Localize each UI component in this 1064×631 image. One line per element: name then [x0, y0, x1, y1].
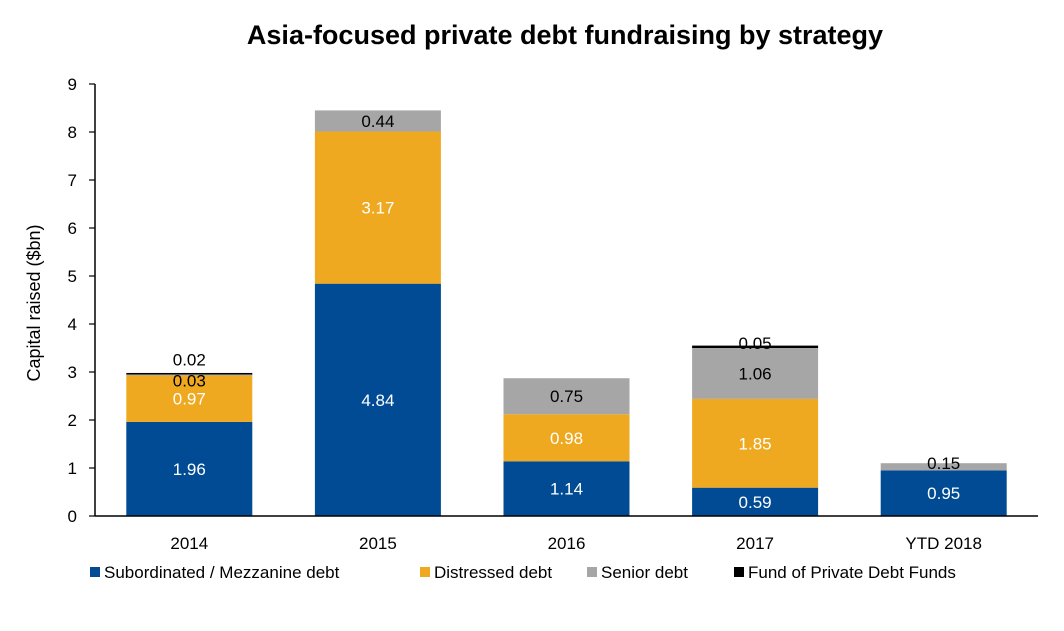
bar-segment [692, 348, 819, 399]
legend-label: Fund of Private Debt Funds [748, 563, 956, 582]
y-tick-label: 3 [68, 363, 77, 382]
data-label: 0.15 [927, 454, 960, 473]
y-axis-label: Capital raised ($bn) [24, 224, 44, 381]
legend: Subordinated / Mezzanine debt Distressed … [90, 563, 956, 582]
x-tick-label: 2014 [170, 534, 208, 553]
bar-segment [503, 378, 630, 415]
data-label: 0.02 [173, 350, 206, 369]
legend-label: Distressed debt [434, 563, 552, 582]
bar-segment [503, 461, 630, 516]
legend-label: Subordinated / Mezzanine debt [104, 563, 340, 582]
bar-segment [126, 372, 253, 375]
data-label: 0.05 [739, 334, 772, 353]
legend-swatch [90, 567, 100, 577]
chart-title: Asia-focused private debt fundraising by… [247, 20, 883, 50]
bar-segment [880, 463, 1007, 471]
data-label: 1.85 [739, 434, 772, 453]
bar-segment [503, 414, 630, 462]
bar-segment [126, 375, 253, 422]
y-tick-label: 7 [68, 171, 77, 190]
y-tick-label: 6 [68, 219, 77, 238]
bar-segment [314, 283, 441, 516]
bar-segment [126, 421, 253, 516]
y-tick-label: 2 [68, 411, 77, 430]
data-label: 4.84 [361, 391, 394, 410]
y-axis: 0 1 2 3 4 5 6 7 8 9 [68, 75, 95, 526]
data-label: 0.95 [927, 484, 960, 503]
x-tick-label: YTD 2018 [905, 534, 982, 553]
bar-segment [314, 110, 441, 132]
data-label: 1.14 [550, 480, 583, 499]
x-tick-label: 2016 [548, 534, 586, 553]
legend-label: Senior debt [601, 563, 688, 582]
x-tick-label: 2015 [359, 534, 397, 553]
data-label: 0.75 [550, 387, 583, 406]
data-label: 0.97 [173, 390, 206, 409]
data-label: 0.03 [173, 372, 206, 391]
bar-segment [692, 345, 819, 348]
legend-swatch [734, 567, 744, 577]
bar-segment [126, 373, 253, 376]
y-tick-label: 9 [68, 75, 77, 94]
data-label: 0.98 [550, 429, 583, 448]
data-label: 1.96 [173, 460, 206, 479]
legend-swatch [420, 567, 430, 577]
bar-segment [692, 398, 819, 488]
y-tick-label: 1 [68, 459, 77, 478]
data-label: 3.17 [361, 199, 394, 218]
y-tick-label: 4 [68, 315, 77, 334]
y-tick-label: 5 [68, 267, 77, 286]
data-label: 0.44 [361, 112, 394, 131]
bar-segment [692, 487, 819, 516]
y-tick-label: 8 [68, 123, 77, 142]
y-tick-label: 0 [68, 507, 77, 526]
legend-swatch [587, 567, 597, 577]
bar-segment [314, 131, 441, 284]
x-axis: 2014 2015 2016 2017 YTD 2018 [170, 534, 982, 553]
data-label: 0.59 [739, 493, 772, 512]
x-tick-label: 2017 [736, 534, 774, 553]
data-label: 1.06 [739, 364, 772, 383]
bar-segment [880, 470, 1007, 516]
bars: 1.96 0.970.03 0.02 4.84 3.17 0.44 1.14 0.98 0.75… [126, 110, 1007, 516]
